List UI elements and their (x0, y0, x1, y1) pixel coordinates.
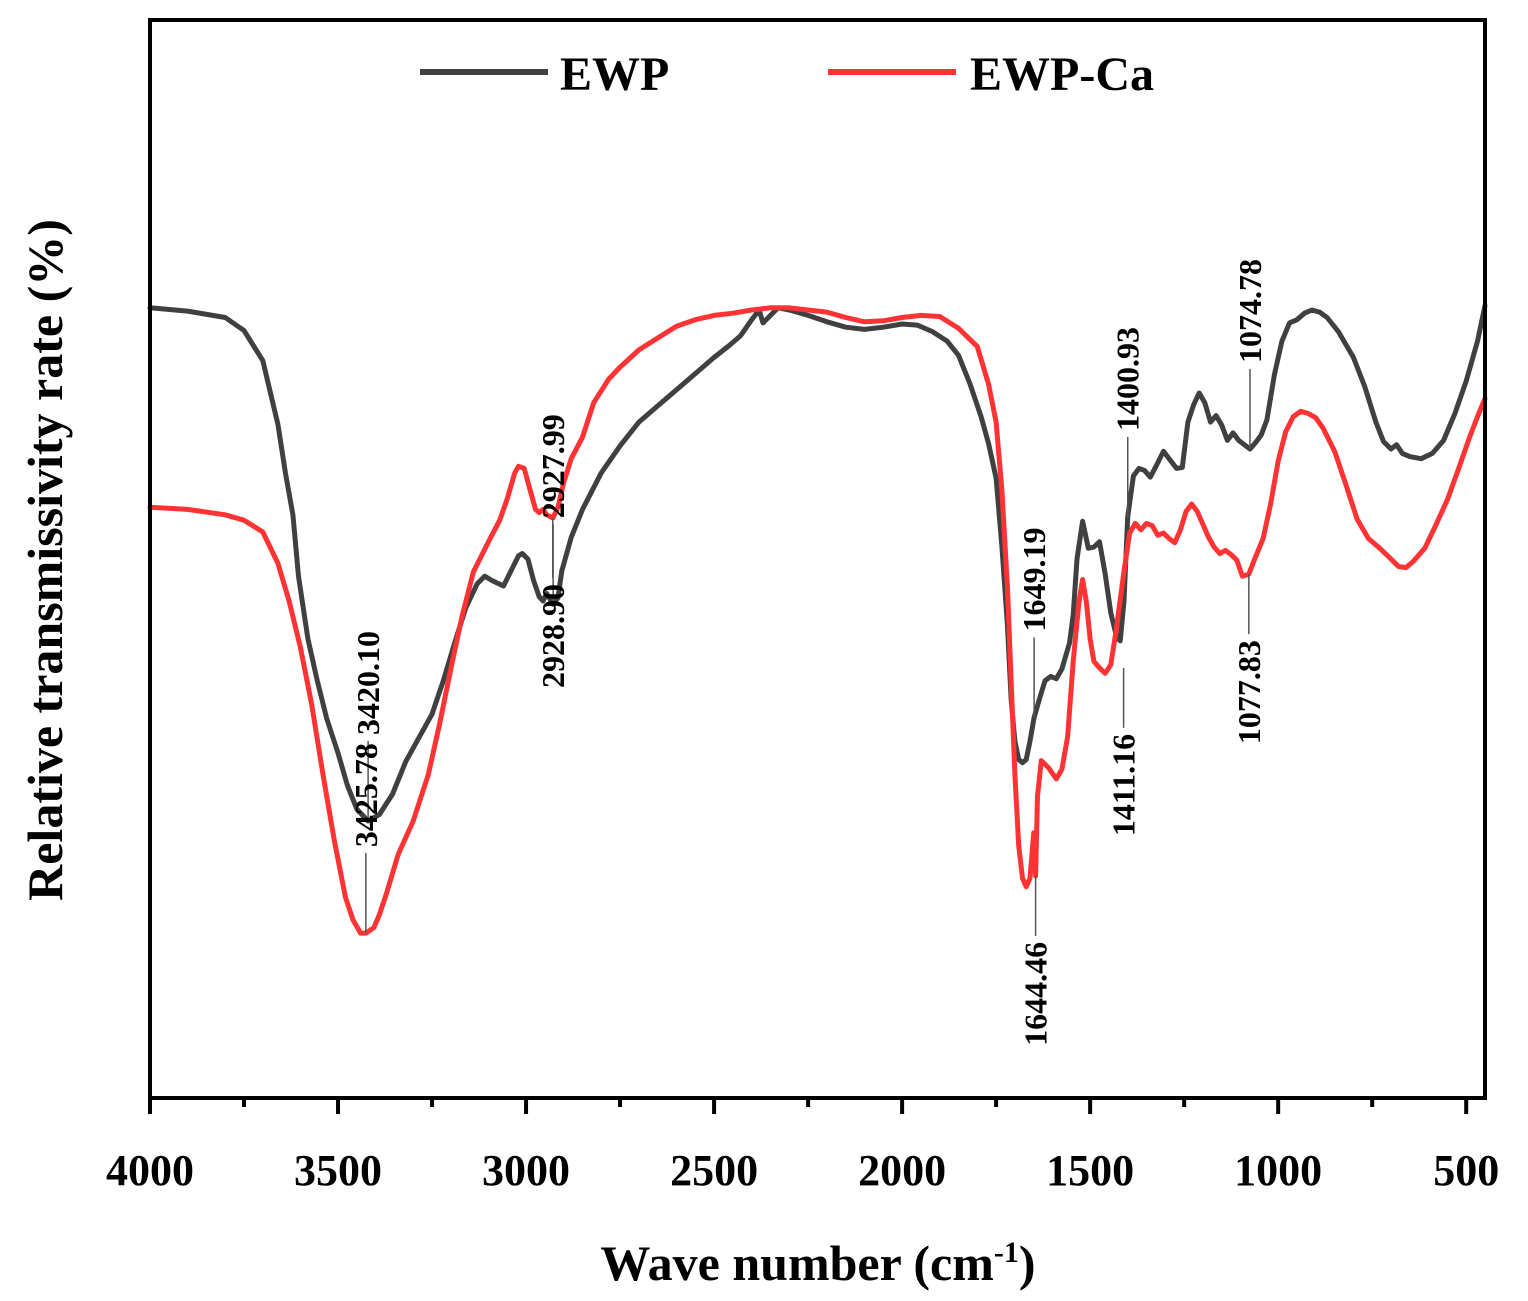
series-line-ewp-ca (147, 305, 1488, 936)
peak-label: 2928.90 (535, 584, 571, 688)
legend-label-ewp-ca: EWP-Ca (970, 48, 1154, 101)
x-tick-label: 2000 (858, 1146, 946, 1195)
peak-label: 1411.16 (1106, 734, 1142, 836)
x-tick-label: 3000 (482, 1146, 570, 1195)
x-axis-title-sup: -1 (994, 1236, 1019, 1269)
x-tick-label: 4000 (106, 1146, 194, 1195)
x-axis-title-close: ) (1019, 1235, 1036, 1291)
peak-label: 1644.46 (1018, 942, 1054, 1046)
y-axis-title: Relative transmissivity rate (%) (17, 219, 73, 901)
x-axis-title-main: Wave number (cm (600, 1235, 993, 1291)
peak-label: 3420.10 (350, 631, 386, 735)
peak-label: 1400.93 (1110, 327, 1146, 431)
annotation-layer: 3420.10 2927.99 1649.19 1400.93 1074.78 3425.… (348, 259, 1268, 1046)
x-tick-label: 1000 (1234, 1146, 1322, 1195)
peak-label: 1074.78 (1232, 259, 1268, 363)
legend-label-ewp: EWP (560, 48, 669, 101)
plot-frame (148, 18, 1487, 1100)
series-layer (147, 303, 1488, 936)
x-tick-label: 3500 (294, 1146, 382, 1195)
peak-label: 1077.83 (1231, 640, 1267, 744)
x-tick-label: 500 (1433, 1146, 1499, 1195)
x-tick-label: 2500 (670, 1146, 758, 1195)
legend: EWP EWP-Ca (420, 48, 1154, 101)
peak-label: 3425.78 (348, 743, 384, 847)
x-axis: 4000 3500 3000 2500 2000 1500 1000 500 (106, 1098, 1499, 1195)
peak-label: 1649.19 (1016, 528, 1052, 632)
x-tick-label: 1500 (1046, 1146, 1134, 1195)
x-axis-title: Wave number (cm-1) (600, 1235, 1035, 1291)
peak-label: 2927.99 (535, 414, 571, 518)
